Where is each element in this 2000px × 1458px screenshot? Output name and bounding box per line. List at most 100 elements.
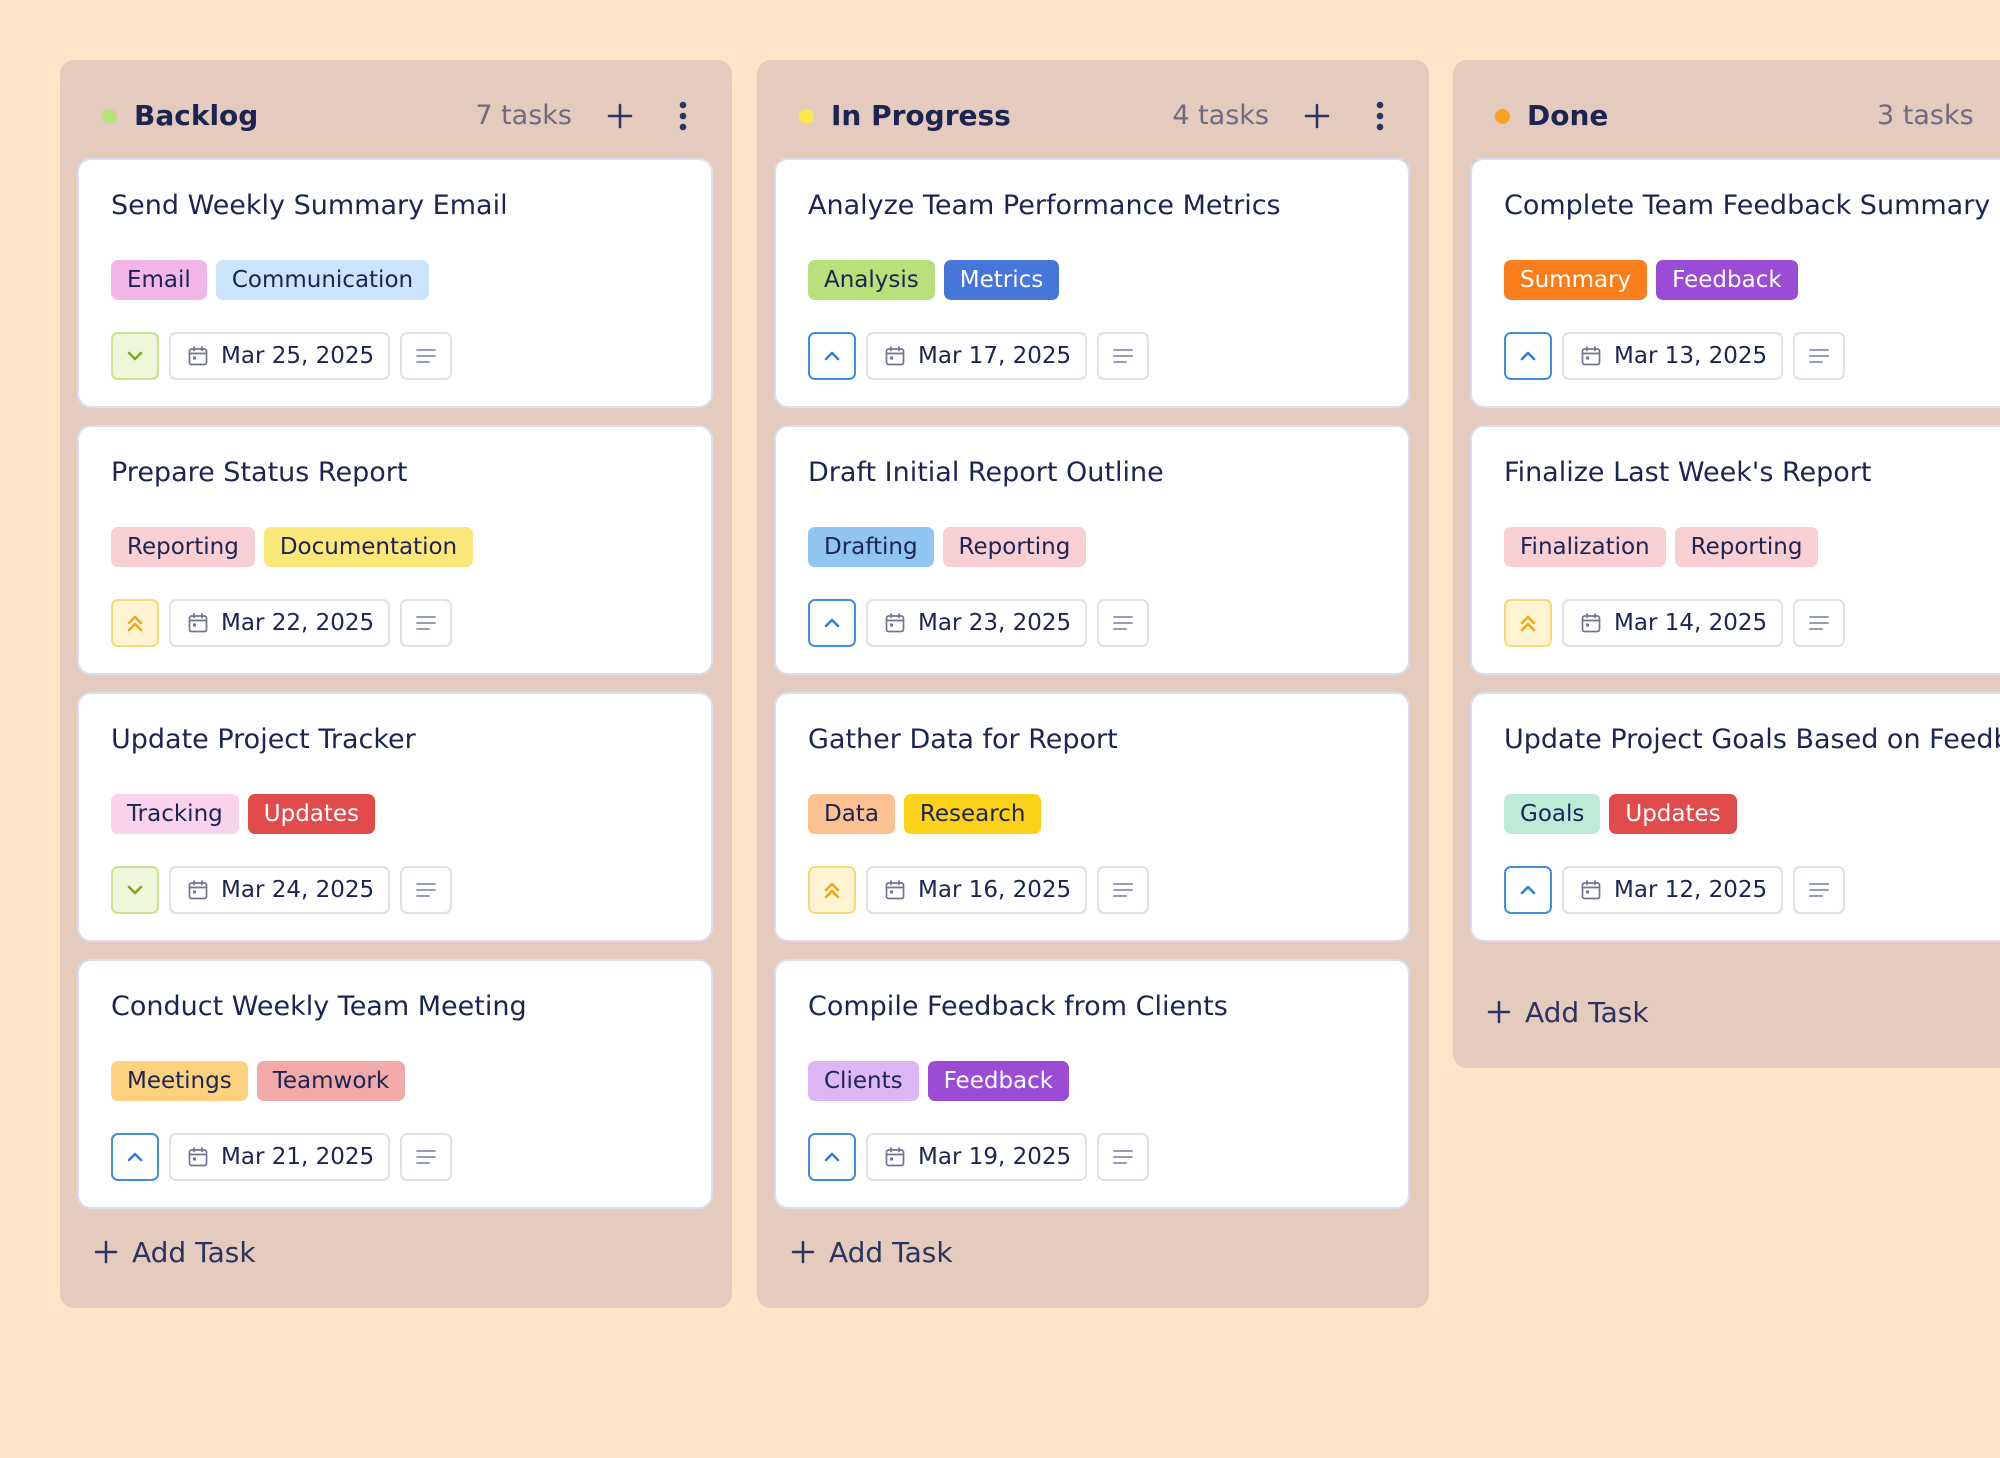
tag-metrics[interactable]: Metrics [943, 260, 1060, 300]
add-task-label: Add Task [132, 1235, 256, 1269]
description-button[interactable] [1097, 332, 1150, 380]
cards-list: Send Weekly Summary Email Email Communicat… [77, 158, 715, 1264]
tag-communication[interactable]: Communication [215, 260, 430, 300]
due-date-button[interactable]: Mar 13, 2025 [1562, 332, 1784, 380]
due-date-button[interactable]: Mar 19, 2025 [866, 1133, 1088, 1181]
column-done: Done 3 tasks Complete Team Feedback Summ… [1453, 60, 2000, 1068]
task-card[interactable]: Draft Initial Report Outline Drafting Repo… [774, 425, 1410, 675]
tag-email[interactable]: Email [111, 260, 207, 300]
due-date-button[interactable]: Mar 25, 2025 [169, 332, 391, 380]
description-button[interactable] [1793, 599, 1846, 647]
task-card[interactable]: Update Project Goals Based on Feedback Go… [1470, 692, 2000, 942]
priority-button[interactable] [1504, 599, 1552, 647]
tag-tracking[interactable]: Tracking [111, 794, 239, 834]
tag-drafting[interactable]: Drafting [808, 527, 934, 567]
add-task-button[interactable]: Add Task [1487, 987, 1649, 1037]
task-count: 3 tasks [1877, 100, 1974, 131]
tag-analysis[interactable]: Analysis [808, 260, 935, 300]
tag-research[interactable]: Research [903, 794, 1042, 834]
task-card[interactable]: Send Weekly Summary Email Email Communicat… [77, 158, 713, 408]
tag-goals[interactable]: Goals [1504, 794, 1601, 834]
column-backlog: Backlog 7 tasks Send Weekly Summary Emai… [60, 60, 732, 1308]
task-card[interactable]: Gather Data for Report Data Research Mar 16… [774, 692, 1410, 942]
column-menu-button[interactable] [670, 94, 696, 138]
priority-button[interactable] [808, 332, 856, 380]
add-task-button[interactable]: Add Task [791, 1227, 953, 1277]
priority-button[interactable] [111, 1133, 159, 1181]
tag-clients[interactable]: Clients [808, 1061, 919, 1101]
task-title: Prepare Status Report [111, 457, 408, 488]
add-task-button[interactable]: Add Task [94, 1227, 256, 1277]
calendar-icon [885, 613, 905, 633]
priority-button[interactable] [808, 866, 856, 914]
card-meta: Mar 19, 2025 [808, 1133, 1150, 1181]
tag-updates[interactable]: Updates [1609, 794, 1737, 834]
calendar-icon [1581, 346, 1601, 366]
add-task-plus-button[interactable] [598, 94, 642, 138]
priority-button[interactable] [111, 866, 159, 914]
description-icon [1113, 883, 1134, 897]
description-button[interactable] [400, 1133, 453, 1181]
due-date-button[interactable]: Mar 22, 2025 [169, 599, 391, 647]
card-meta: Mar 13, 2025 [1504, 332, 1846, 380]
tag-reporting[interactable]: Reporting [1674, 527, 1819, 567]
due-date-button[interactable]: Mar 14, 2025 [1562, 599, 1784, 647]
task-card[interactable]: Complete Team Feedback Summary Summary Fee… [1470, 158, 2000, 408]
task-title: Send Weekly Summary Email [111, 190, 508, 221]
tag-list: Analysis Metrics [808, 260, 1060, 300]
cards-list: Analyze Team Performance Metrics Analysis… [774, 158, 1412, 1264]
tag-meetings[interactable]: Meetings [111, 1061, 248, 1101]
task-title: Compile Feedback from Clients [808, 991, 1228, 1022]
description-button[interactable] [1097, 866, 1150, 914]
tag-feedback[interactable]: Feedback [927, 1061, 1070, 1101]
tag-list: Summary Feedback [1504, 260, 1798, 300]
description-button[interactable] [1097, 599, 1150, 647]
tag-feedback[interactable]: Feedback [1656, 260, 1798, 300]
priority-button[interactable] [1504, 332, 1552, 380]
task-card[interactable]: Prepare Status Report Reporting Documentat… [77, 425, 713, 675]
description-button[interactable] [400, 599, 453, 647]
tag-data[interactable]: Data [808, 794, 895, 834]
description-button[interactable] [1097, 1133, 1150, 1181]
priority-button[interactable] [111, 599, 159, 647]
tag-documentation[interactable]: Documentation [263, 527, 474, 567]
due-date-button[interactable]: Mar 16, 2025 [866, 866, 1088, 914]
task-title: Conduct Weekly Team Meeting [111, 991, 527, 1022]
priority-button[interactable] [808, 599, 856, 647]
task-card[interactable]: Finalize Last Week's Report Finalization R… [1470, 425, 2000, 675]
tag-updates[interactable]: Updates [247, 794, 376, 834]
description-button[interactable] [1793, 866, 1846, 914]
task-card[interactable]: Compile Feedback from Clients Clients Feed… [774, 959, 1410, 1209]
add-task-plus-button[interactable] [1295, 94, 1339, 138]
description-button[interactable] [400, 866, 453, 914]
due-date-button[interactable]: Mar 24, 2025 [169, 866, 391, 914]
column-title: In Progress [831, 99, 1011, 132]
priority-button[interactable] [808, 1133, 856, 1181]
task-count: 4 tasks [1172, 100, 1269, 131]
due-date-button[interactable]: Mar 17, 2025 [866, 332, 1088, 380]
description-button[interactable] [400, 332, 453, 380]
description-button[interactable] [1793, 332, 1846, 380]
task-card[interactable]: Conduct Weekly Team Meeting Meetings Teamw… [77, 959, 713, 1209]
column-menu-button[interactable] [1367, 94, 1393, 138]
task-card[interactable]: Analyze Team Performance Metrics Analysis… [774, 158, 1410, 408]
tag-summary[interactable]: Summary [1504, 260, 1648, 300]
description-icon [1809, 616, 1830, 630]
chevron-up-icon [1520, 351, 1536, 361]
task-card[interactable]: Update Project Tracker Tracking Updates Mar… [77, 692, 713, 942]
tag-list: Data Research [808, 794, 1042, 834]
due-date: Mar 12, 2025 [1614, 877, 1768, 903]
card-meta: Mar 23, 2025 [808, 599, 1150, 647]
chevron-up-icon [127, 1152, 143, 1162]
tag-finalization[interactable]: Finalization [1504, 527, 1666, 567]
priority-button[interactable] [1504, 866, 1552, 914]
priority-button[interactable] [111, 332, 159, 380]
due-date-button[interactable]: Mar 23, 2025 [866, 599, 1088, 647]
due-date-button[interactable]: Mar 12, 2025 [1562, 866, 1784, 914]
more-vertical-icon [1376, 101, 1384, 131]
tag-reporting[interactable]: Reporting [942, 527, 1087, 567]
tag-teamwork[interactable]: Teamwork [256, 1061, 406, 1101]
due-date-button[interactable]: Mar 21, 2025 [169, 1133, 391, 1181]
tag-reporting[interactable]: Reporting [111, 527, 255, 567]
